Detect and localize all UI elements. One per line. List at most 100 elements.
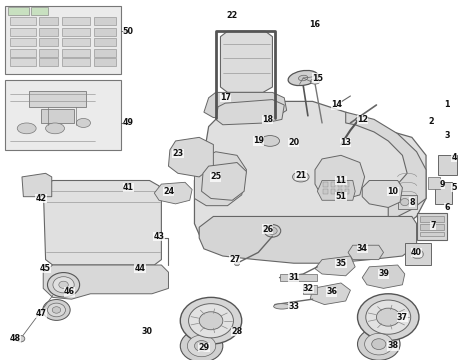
Ellipse shape <box>310 79 319 84</box>
Bar <box>438 155 457 175</box>
Text: 29: 29 <box>198 343 210 352</box>
Text: 35: 35 <box>336 259 346 268</box>
Ellipse shape <box>357 294 419 340</box>
Ellipse shape <box>47 273 80 297</box>
Ellipse shape <box>292 172 309 182</box>
Text: 51: 51 <box>336 192 346 201</box>
Bar <box>62 39 91 46</box>
Polygon shape <box>362 265 405 288</box>
Text: 38: 38 <box>387 342 399 351</box>
Text: 26: 26 <box>262 225 273 234</box>
Bar <box>345 182 349 187</box>
Polygon shape <box>168 137 213 177</box>
Text: 44: 44 <box>135 264 146 273</box>
Polygon shape <box>315 155 365 200</box>
Ellipse shape <box>59 281 68 288</box>
Text: 30: 30 <box>142 327 153 336</box>
Text: 28: 28 <box>231 327 243 336</box>
Bar <box>39 39 58 46</box>
Bar <box>5 6 121 74</box>
Bar <box>94 49 116 57</box>
Polygon shape <box>346 112 426 217</box>
Bar <box>420 224 444 230</box>
Ellipse shape <box>288 70 318 86</box>
Bar <box>280 274 318 281</box>
Bar <box>10 39 36 46</box>
Bar <box>323 190 328 194</box>
Bar <box>10 28 36 36</box>
Bar <box>39 17 58 25</box>
Polygon shape <box>201 162 246 200</box>
Ellipse shape <box>365 333 393 355</box>
Ellipse shape <box>401 199 409 206</box>
Bar <box>10 17 36 25</box>
Text: 42: 42 <box>35 194 46 203</box>
Text: 45: 45 <box>40 264 51 273</box>
Ellipse shape <box>187 335 216 357</box>
Polygon shape <box>194 152 246 206</box>
Ellipse shape <box>16 335 25 342</box>
Ellipse shape <box>411 250 423 259</box>
Text: 16: 16 <box>310 19 320 29</box>
Text: 14: 14 <box>331 100 342 109</box>
Text: 2: 2 <box>428 117 434 126</box>
Text: 41: 41 <box>123 183 134 192</box>
Text: 22: 22 <box>227 10 238 19</box>
Text: 36: 36 <box>326 287 337 296</box>
Bar <box>62 17 91 25</box>
Text: 1: 1 <box>445 100 450 109</box>
Ellipse shape <box>299 75 308 81</box>
Text: 18: 18 <box>262 115 273 124</box>
Bar <box>94 58 116 66</box>
Bar <box>428 177 440 190</box>
Polygon shape <box>318 180 355 200</box>
Polygon shape <box>216 100 284 125</box>
Bar <box>94 39 116 46</box>
Ellipse shape <box>376 308 400 326</box>
Polygon shape <box>22 173 52 197</box>
Polygon shape <box>204 92 287 118</box>
Bar <box>5 80 121 150</box>
Text: 48: 48 <box>9 334 20 343</box>
Text: 10: 10 <box>387 187 399 196</box>
Polygon shape <box>362 180 402 208</box>
Ellipse shape <box>43 300 70 321</box>
Text: 31: 31 <box>288 273 299 282</box>
Text: 39: 39 <box>378 270 389 278</box>
Text: 9: 9 <box>440 179 446 188</box>
Text: 46: 46 <box>64 287 75 296</box>
Bar <box>398 195 417 209</box>
Text: 7: 7 <box>430 221 436 230</box>
Bar <box>417 213 447 240</box>
Bar <box>94 17 116 25</box>
Text: 27: 27 <box>229 255 240 264</box>
Text: 34: 34 <box>357 244 368 253</box>
Text: 11: 11 <box>336 176 346 185</box>
Text: 40: 40 <box>411 248 422 257</box>
Polygon shape <box>310 283 350 305</box>
Ellipse shape <box>46 123 64 134</box>
Bar <box>330 190 335 194</box>
Bar <box>345 190 349 194</box>
Ellipse shape <box>52 307 61 313</box>
Bar <box>337 182 342 187</box>
Bar <box>94 28 116 36</box>
Bar <box>8 7 29 15</box>
Text: 32: 32 <box>302 284 313 293</box>
Ellipse shape <box>261 135 280 146</box>
Bar <box>62 49 91 57</box>
Ellipse shape <box>264 225 281 237</box>
Ellipse shape <box>235 262 239 266</box>
Bar <box>62 58 91 66</box>
Text: 17: 17 <box>219 93 231 102</box>
Text: 21: 21 <box>295 171 306 180</box>
Text: 3: 3 <box>445 131 450 140</box>
Ellipse shape <box>17 123 36 134</box>
Bar <box>41 109 74 123</box>
Text: 50: 50 <box>123 27 134 36</box>
Bar <box>323 182 328 187</box>
Ellipse shape <box>180 330 223 361</box>
Bar <box>31 7 48 15</box>
Text: 33: 33 <box>288 302 299 311</box>
Text: 15: 15 <box>312 74 323 83</box>
